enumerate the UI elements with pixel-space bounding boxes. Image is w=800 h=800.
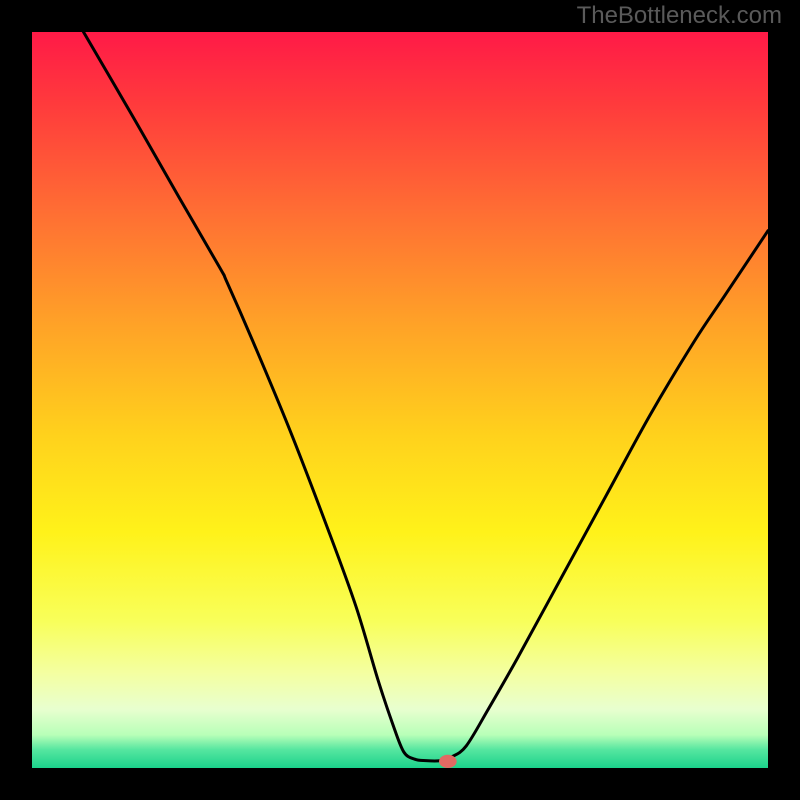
watermark: TheBottleneck.com	[577, 2, 782, 30]
plot-area	[32, 32, 768, 768]
bottleneck-chart	[32, 32, 768, 768]
bottleneck-marker	[439, 755, 457, 768]
watermark-text: TheBottleneck.com	[577, 2, 782, 29]
